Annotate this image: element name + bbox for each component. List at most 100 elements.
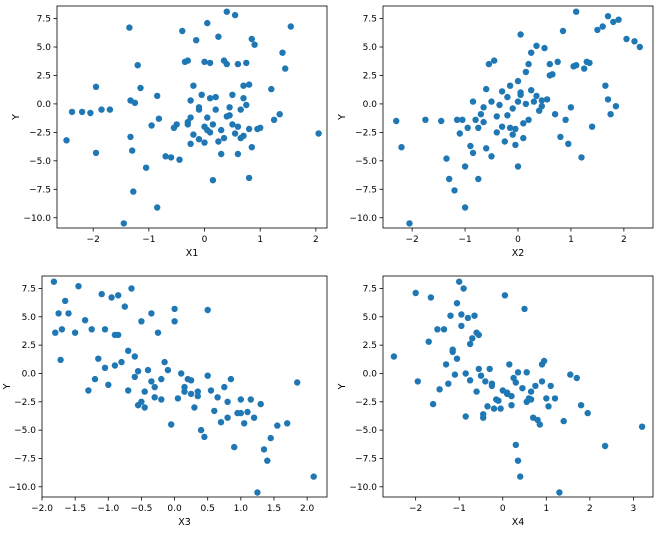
data-point — [490, 405, 498, 412]
data-point — [245, 125, 253, 133]
y-tick-label: −2.5 — [29, 128, 51, 138]
data-point — [98, 106, 105, 113]
data-point — [214, 394, 221, 401]
data-point — [134, 402, 142, 409]
data-point — [477, 111, 485, 118]
data-point — [525, 60, 532, 68]
data-point — [148, 378, 155, 385]
plot-frame — [382, 275, 654, 498]
y-tick-label: −7.5 — [355, 185, 377, 195]
y-tick-label: 5.0 — [363, 313, 378, 323]
data-point — [412, 289, 419, 297]
data-point — [106, 106, 114, 113]
data-point — [483, 145, 490, 152]
data-point — [577, 402, 585, 409]
y-tick-label: −5.0 — [29, 157, 51, 167]
data-point — [224, 398, 231, 405]
data-point — [187, 377, 195, 384]
y-tick-label: −7.5 — [355, 454, 377, 464]
data-point — [559, 27, 567, 35]
data-point — [245, 81, 253, 88]
data-point — [92, 149, 100, 157]
data-point — [194, 392, 201, 400]
y-tick-label: 5.0 — [22, 313, 37, 323]
data-point — [522, 68, 530, 76]
y-tick-label: −5.0 — [355, 426, 377, 436]
data-point — [556, 489, 563, 496]
data-point — [257, 124, 264, 131]
data-point — [508, 392, 515, 400]
data-point — [218, 150, 225, 158]
data-point — [221, 383, 228, 391]
data-point — [250, 414, 258, 421]
x-tick-label: 0 — [202, 235, 208, 245]
data-point — [495, 397, 502, 404]
data-point — [506, 82, 514, 89]
data-point — [498, 88, 506, 95]
data-point — [144, 366, 152, 374]
x-tick-label: 1 — [568, 235, 574, 245]
x-tick-label: −1 — [142, 235, 155, 245]
data-point — [65, 310, 72, 317]
data-point — [92, 83, 100, 91]
data-point — [131, 99, 139, 107]
data-point — [191, 404, 198, 411]
x-tick-label: 2.0 — [300, 504, 315, 514]
data-point — [631, 38, 638, 45]
data-point — [425, 338, 432, 345]
data-point — [164, 366, 172, 374]
data-point — [532, 382, 539, 390]
data-point — [514, 369, 522, 376]
y-tick-label: −2.5 — [355, 398, 377, 408]
data-point — [193, 37, 200, 44]
data-point — [538, 103, 545, 110]
y-tick-label: −10.0 — [8, 483, 36, 493]
x-tick-label: 1.5 — [267, 504, 281, 514]
data-point — [422, 116, 429, 124]
y-axis-label: Y — [337, 383, 348, 390]
data-point — [451, 187, 458, 194]
data-point — [469, 335, 476, 342]
data-point — [523, 369, 530, 376]
data-point — [484, 403, 491, 410]
data-point — [204, 126, 211, 134]
data-point — [584, 409, 591, 417]
data-point — [95, 355, 102, 362]
data-point — [237, 409, 244, 417]
data-point — [279, 49, 286, 56]
data-point — [604, 13, 612, 20]
data-point — [171, 305, 178, 313]
data-point — [274, 422, 281, 429]
x-tick-label: −1 — [453, 504, 466, 514]
data-point — [514, 457, 522, 464]
data-point — [241, 420, 248, 427]
data-point — [588, 123, 596, 130]
data-point — [58, 326, 66, 333]
plot-frame — [382, 5, 654, 229]
data-point — [121, 303, 128, 310]
x-tick-label: −2 — [87, 235, 100, 245]
data-point — [204, 306, 211, 314]
data-point — [101, 364, 109, 371]
x-tick-label: −2.0 — [31, 504, 53, 514]
data-point — [594, 26, 601, 34]
data-point — [168, 421, 175, 428]
data-point — [247, 396, 254, 403]
y-tick-label: 5.0 — [37, 43, 52, 53]
data-point — [223, 8, 230, 15]
data-point — [469, 98, 477, 105]
data-point — [475, 175, 482, 183]
data-point — [554, 58, 561, 65]
data-point — [551, 395, 559, 402]
data-point — [207, 387, 215, 394]
y-axis-label: Y — [11, 114, 22, 121]
data-point — [63, 137, 70, 144]
data-point — [546, 72, 553, 79]
data-point — [201, 58, 208, 65]
data-point — [226, 112, 233, 119]
data-point — [137, 84, 144, 92]
data-point — [464, 314, 472, 322]
y-tick-label: 7.5 — [37, 15, 51, 25]
data-point — [101, 326, 109, 333]
